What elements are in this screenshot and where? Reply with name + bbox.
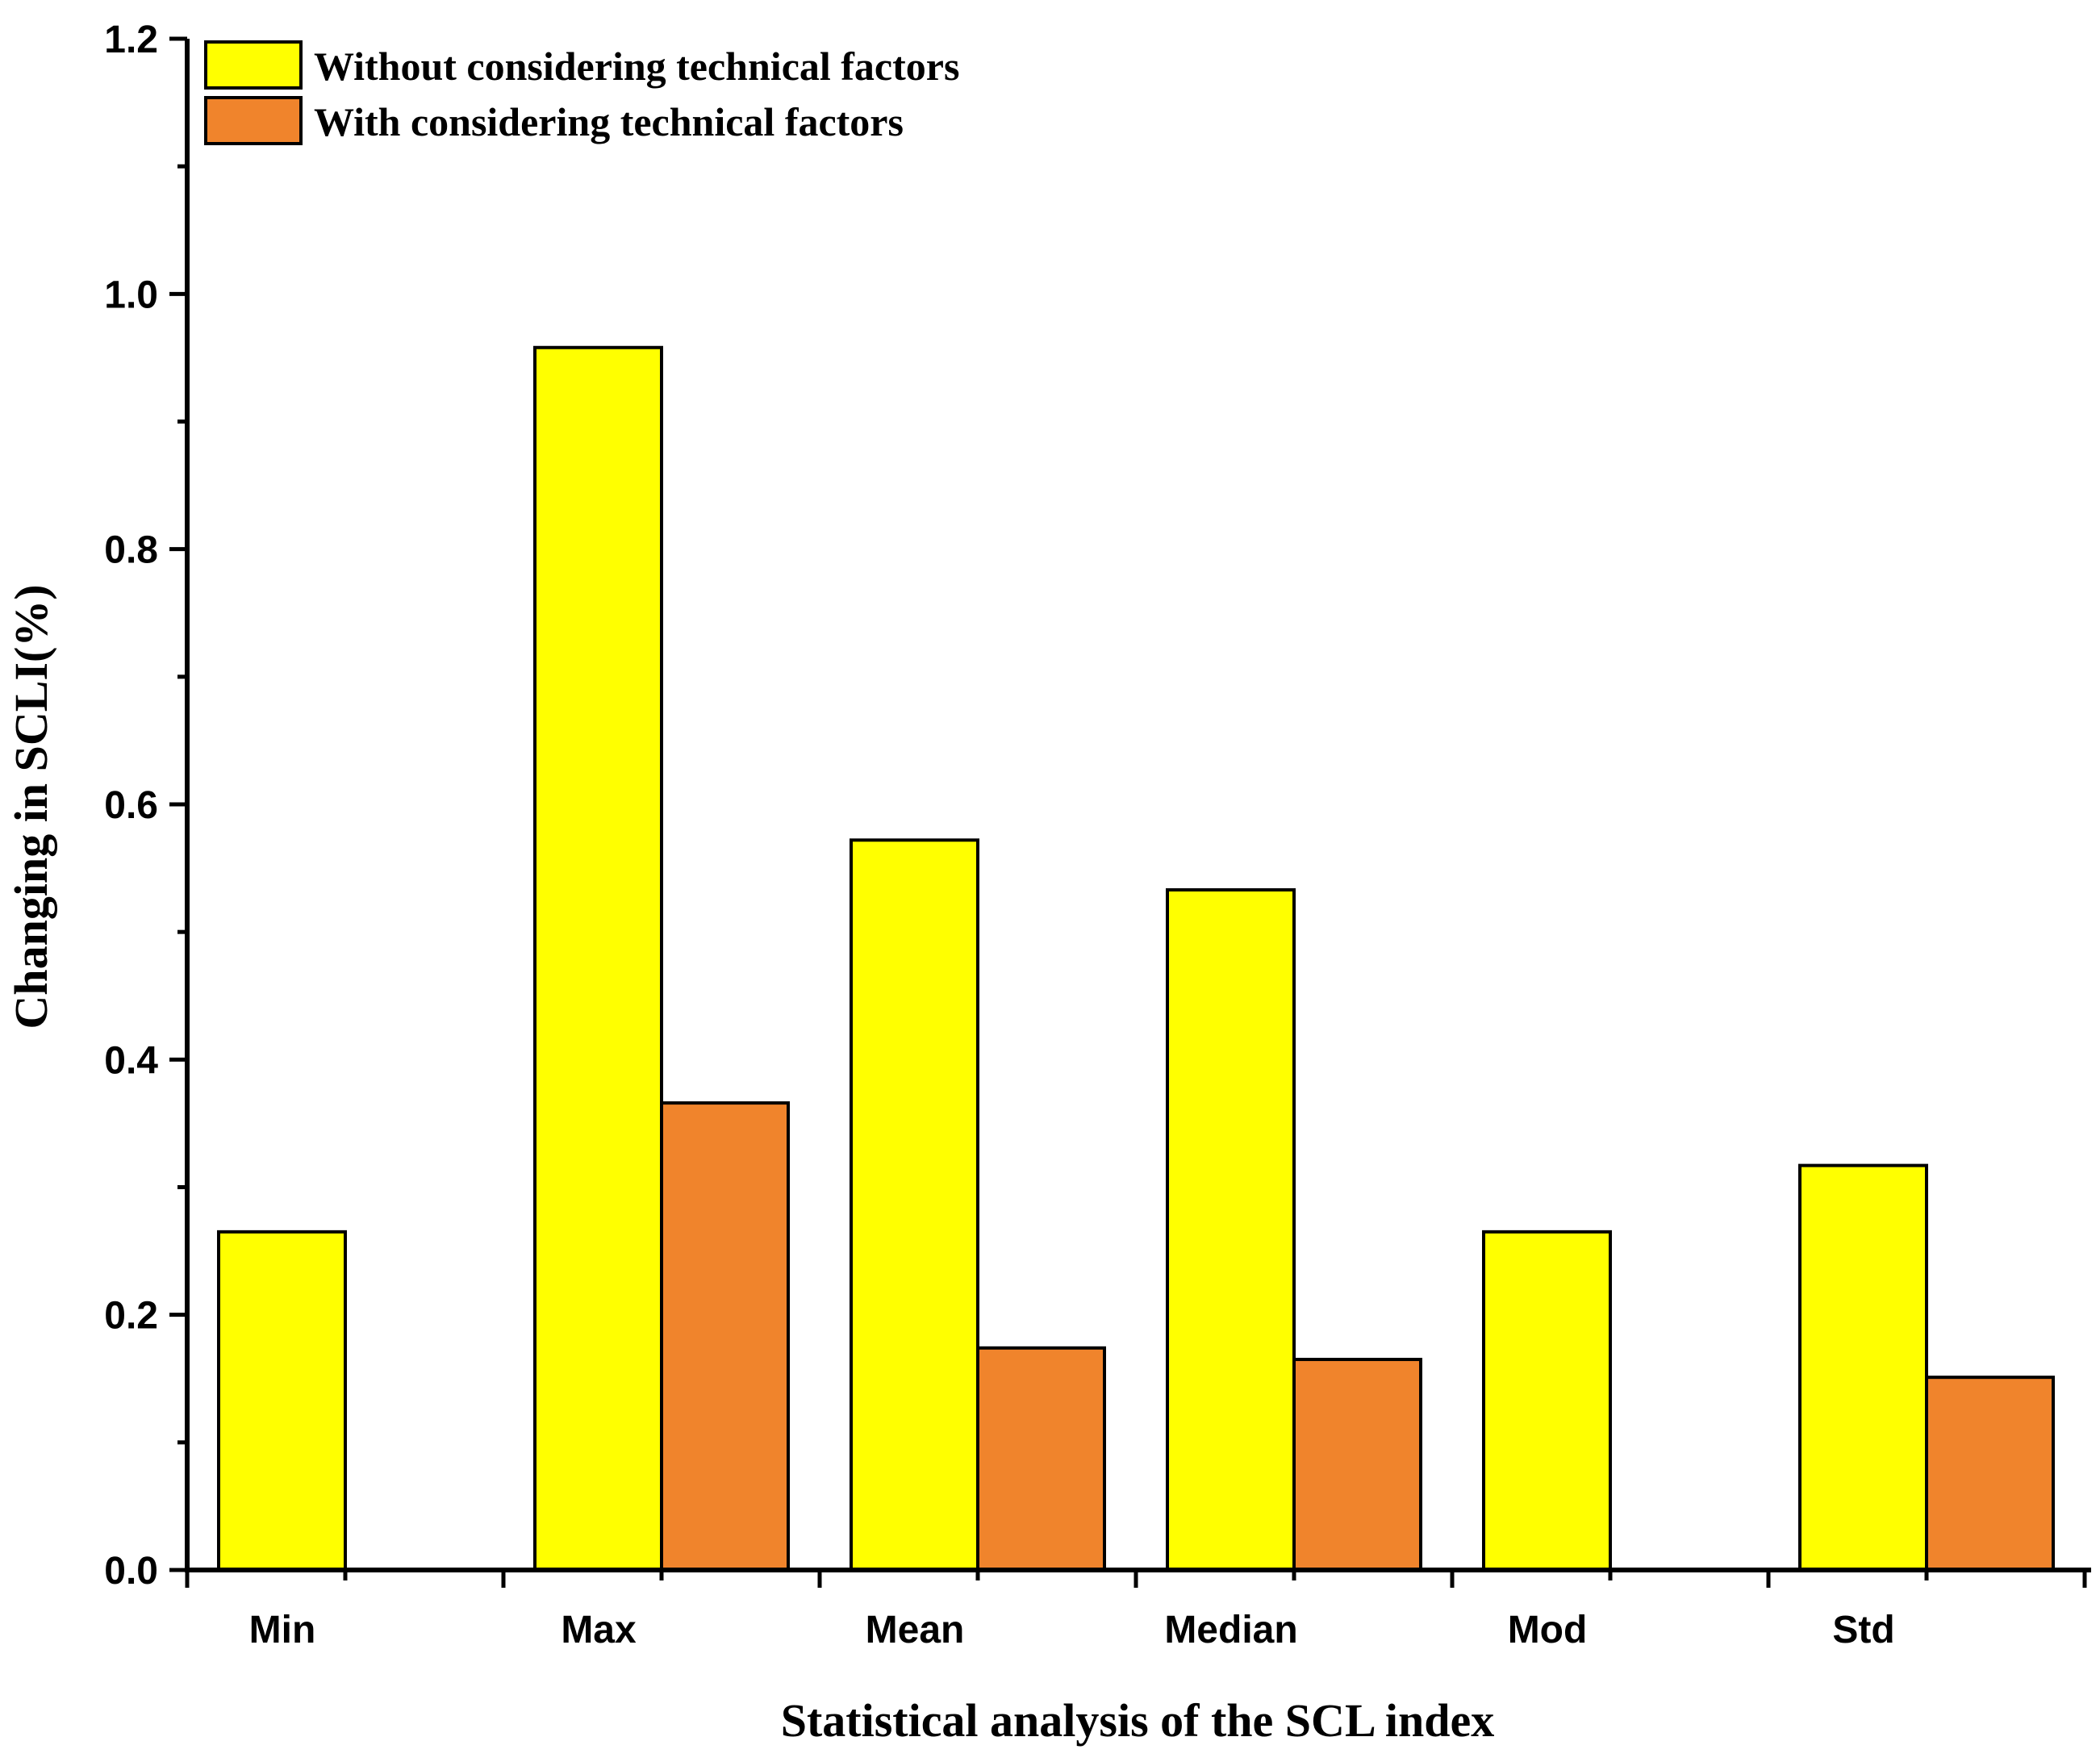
bars-layer: [217, 345, 2055, 1572]
bar-std-series-1: [1798, 1163, 1928, 1572]
legend-swatch-with: [204, 96, 303, 145]
x-tick-label-median: Median: [1164, 1609, 1297, 1651]
bar-std-series-2: [1925, 1376, 2055, 1572]
y-tick-label: 1.2: [104, 19, 158, 61]
x-tick-label-min: Min: [249, 1609, 316, 1651]
y-tick-label: 0.4: [104, 1039, 158, 1082]
x-tick-label-std: Std: [1832, 1609, 1894, 1651]
bar-mean-series-2: [976, 1346, 1106, 1572]
legend-label-without: Without considering technical factors: [314, 44, 959, 89]
bar-median-series-1: [1166, 887, 1296, 1572]
bar-mean-series-1: [850, 838, 979, 1572]
ticks-layer: 0.0 0.2 0.4 0.6 0.8 1.0 1.2 Min Max Mean Median Mod…: [104, 19, 2087, 1651]
y-tick-label: 1.0: [104, 273, 158, 316]
y-tick-label: 0.2: [104, 1295, 158, 1338]
y-tick-label: 0.0: [104, 1550, 158, 1593]
bar-median-series-2: [1292, 1358, 1422, 1572]
legend-swatch-without: [204, 40, 303, 90]
bar-max-series-1: [533, 345, 663, 1572]
legend-label-with: With considering technical factors: [314, 99, 904, 144]
y-axis-title: Changing in SCLI(%): [5, 584, 57, 1029]
x-tick-label-max: Max: [561, 1609, 637, 1651]
x-axis-title: Statistical analysis of the SCL index: [781, 1694, 1495, 1747]
bar-max-series-2: [660, 1101, 790, 1572]
legend: Without considering technical factors Wi…: [204, 40, 959, 145]
y-tick-label: 0.6: [104, 784, 158, 827]
bar-min-series-1: [217, 1230, 347, 1572]
y-tick-label: 0.8: [104, 529, 158, 572]
bar-mod-series-1: [1482, 1230, 1612, 1572]
x-tick-label-mean: Mean: [866, 1609, 965, 1651]
x-tick-label-mod: Mod: [1508, 1609, 1588, 1651]
